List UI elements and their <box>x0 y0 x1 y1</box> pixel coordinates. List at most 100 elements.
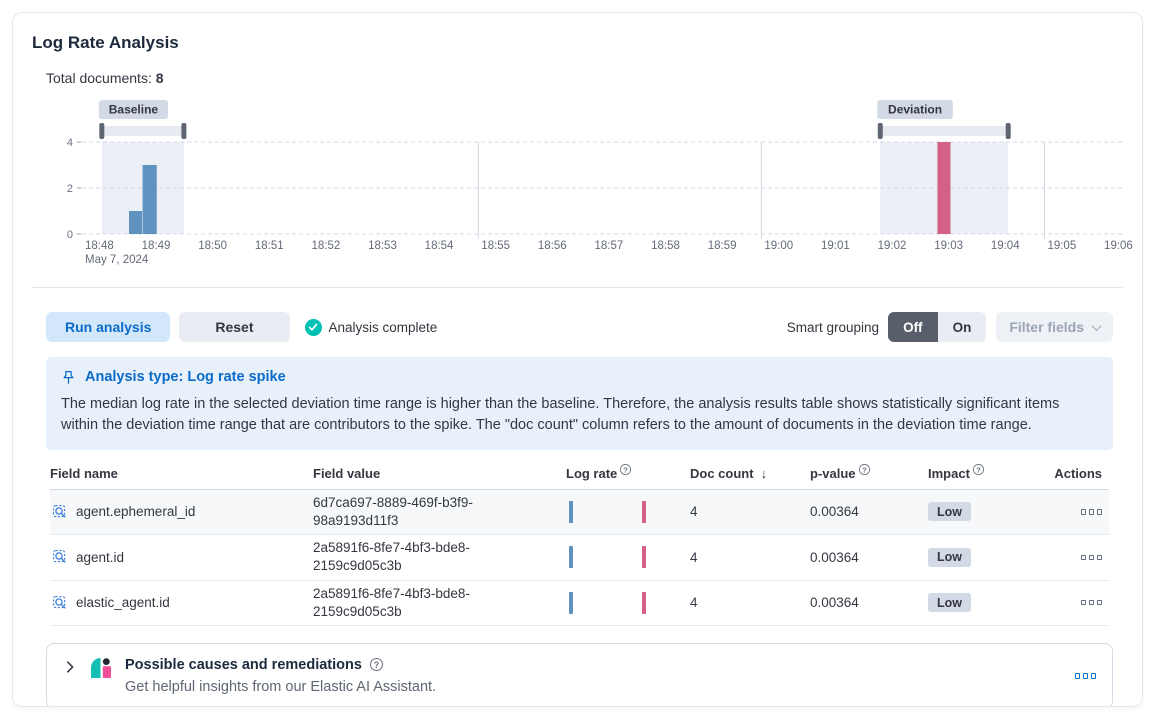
callout-body: The median log rate in the selected devi… <box>61 396 1060 434</box>
baseline-spark-bar <box>569 546 573 569</box>
column-header-impact[interactable]: Impact ? <box>928 463 1038 481</box>
analysis-status: Analysis complete <box>304 318 438 336</box>
column-header-doc-count[interactable]: Doc count ↓ <box>690 465 768 481</box>
help-icon[interactable]: ? <box>620 463 632 475</box>
controls-row: Run analysis Reset Analysis complete Sma… <box>46 312 1113 342</box>
reset-button[interactable]: Reset <box>179 312 290 342</box>
boxes-horizontal-icon[interactable] <box>1080 509 1102 515</box>
p-value: 0.00364 <box>810 595 859 611</box>
x-axis-label: 19:04 <box>991 240 1020 252</box>
deviation-brush-handle-left[interactable] <box>877 123 883 139</box>
x-axis-label: 18:54 <box>425 240 454 252</box>
baseline-brush-handle-right[interactable] <box>181 123 187 139</box>
analysis-status-label: Analysis complete <box>328 319 438 335</box>
ai-panel-title: Possible causes and remediations <box>125 656 362 673</box>
field-value: 2a5891f6-8fe7-4bf3-bde8-2159c9d05c3b <box>313 540 470 574</box>
doc-count: 4 <box>690 504 698 520</box>
p-value: 0.00364 <box>810 549 859 565</box>
column-header-p-value[interactable]: p-value ? <box>810 463 928 481</box>
x-axis-label: 19:00 <box>764 240 793 252</box>
right-controls: Smart grouping Off On Filter fields <box>787 312 1113 342</box>
column-header-field-value[interactable]: Field value <box>313 465 381 481</box>
filter-fields-label: Filter fields <box>1009 319 1084 335</box>
help-icon[interactable]: ? <box>369 658 383 672</box>
baseline-badge-label: Baseline <box>109 103 159 117</box>
impact-badge: Low <box>928 502 971 522</box>
possible-causes-panel[interactable]: Possible causes and remediations ? Get h… <box>46 642 1113 706</box>
x-axis-label: 19:03 <box>934 240 963 252</box>
deviation-badge <box>877 100 953 119</box>
table-header-row: Field name Field value Log rate ? Doc co… <box>50 461 1109 490</box>
doc-count: 4 <box>690 595 698 611</box>
log-rate-sparkline <box>566 591 658 615</box>
x-axis-label: 18:50 <box>198 240 227 252</box>
baseline-brush-handle-left[interactable] <box>99 123 105 139</box>
smart-grouping-label: Smart grouping <box>786 319 880 335</box>
deviation-bar <box>937 142 951 234</box>
row-actions <box>1080 509 1110 515</box>
deviation-badge-label: Deviation <box>888 103 942 117</box>
smart-grouping-toggle: Off On <box>888 312 987 342</box>
y-axis-label: 0 <box>67 229 73 241</box>
filter-fields-button[interactable]: Filter fields <box>996 312 1113 342</box>
chevron-down-icon <box>1091 320 1102 331</box>
help-icon[interactable]: ? <box>972 463 984 475</box>
field-filter-icon[interactable] <box>52 504 68 520</box>
ai-panel-actions <box>1074 673 1096 679</box>
ai-panel-text: Possible causes and remediations ? Get h… <box>125 657 436 695</box>
total-documents-label: Total documents: <box>46 70 152 86</box>
column-header-log-rate[interactable]: Log rate ? <box>566 463 690 481</box>
help-icon[interactable]: ? <box>858 463 870 475</box>
log-rate-analysis-panel: Log Rate Analysis Total documents: 8 Bas… <box>12 12 1143 707</box>
row-actions <box>1080 554 1110 561</box>
x-axis-label: 18:58 <box>651 240 680 252</box>
boxes-horizontal-icon[interactable] <box>1080 599 1102 606</box>
smart-grouping-off-button[interactable]: Off <box>888 312 938 342</box>
y-axis-label: 4 <box>67 137 73 149</box>
table-row: agent.ephemeral_id 6d7ca697-8889-469f-b3… <box>50 489 1110 536</box>
row-actions <box>1080 599 1110 606</box>
document-count-histogram: Baseline Deviation 0 2 4 18:48 18:49 18:50 18:51… <box>67 100 1133 266</box>
field-name-cell: elastic_agent.id <box>50 595 313 611</box>
x-axis-label: 18:51 <box>255 240 284 252</box>
table-row: agent.id 2a5891f6-8fe7-4bf3-bde8-2159c9d… <box>50 535 1110 581</box>
x-axis-label: 18:55 <box>481 240 510 252</box>
x-axis-label: 18:57 <box>595 240 624 252</box>
y-axis-label: 2 <box>67 183 73 195</box>
x-axis-label: 18:53 <box>368 240 397 252</box>
field-name-cell: agent.ephemeral_id <box>50 504 313 520</box>
page-title: Log Rate Analysis <box>32 33 179 52</box>
baseline-brush-track[interactable] <box>101 126 184 136</box>
x-axis-date-label: May 7, 2024 <box>85 254 149 266</box>
ai-panel-subtitle: Get helpful insights from our Elastic AI… <box>125 678 437 695</box>
deviation-spark-bar <box>642 546 646 569</box>
field-name: elastic_agent.id <box>76 595 170 611</box>
boxes-horizontal-icon[interactable] <box>1074 673 1096 679</box>
analysis-type-callout: Analysis type: Log rate spike The median… <box>46 357 1113 450</box>
field-filter-icon[interactable] <box>52 549 68 565</box>
callout-title: Analysis type: Log rate spike <box>85 369 286 385</box>
field-value: 2a5891f6-8fe7-4bf3-bde8-2159c9d05c3b <box>313 585 470 619</box>
field-value: 6d7ca697-8889-469f-b3f9-98a9193d11f3 <box>313 494 473 528</box>
x-axis-label: 18:59 <box>708 240 737 252</box>
section-divider <box>32 287 1123 288</box>
table-row: elastic_agent.id 2a5891f6-8fe7-4bf3-bde8… <box>50 581 1109 626</box>
chevron-right-icon[interactable] <box>63 660 77 674</box>
run-analysis-button[interactable]: Run analysis <box>46 312 171 342</box>
x-axis-label: 18:48 <box>85 240 114 252</box>
deviation-brush-handle-right[interactable] <box>1005 123 1011 139</box>
doc-count: 4 <box>690 549 698 565</box>
column-header-field-name[interactable]: Field name <box>50 465 118 481</box>
field-name: agent.ephemeral_id <box>76 504 196 520</box>
smart-grouping-on-button[interactable]: On <box>937 312 987 342</box>
boxes-horizontal-icon[interactable] <box>1080 554 1102 561</box>
x-axis-label: 18:56 <box>538 240 567 252</box>
baseline-bar <box>142 165 157 234</box>
analysis-results-table: Field name Field value Log rate ? Doc co… <box>50 461 1109 626</box>
x-axis-label: 19:02 <box>878 240 907 252</box>
deviation-brush-track[interactable] <box>880 126 1009 136</box>
field-filter-icon[interactable] <box>52 595 68 611</box>
impact-badge: Low <box>928 593 971 613</box>
field-name-cell: agent.id <box>50 549 313 565</box>
pin-icon <box>63 370 74 384</box>
